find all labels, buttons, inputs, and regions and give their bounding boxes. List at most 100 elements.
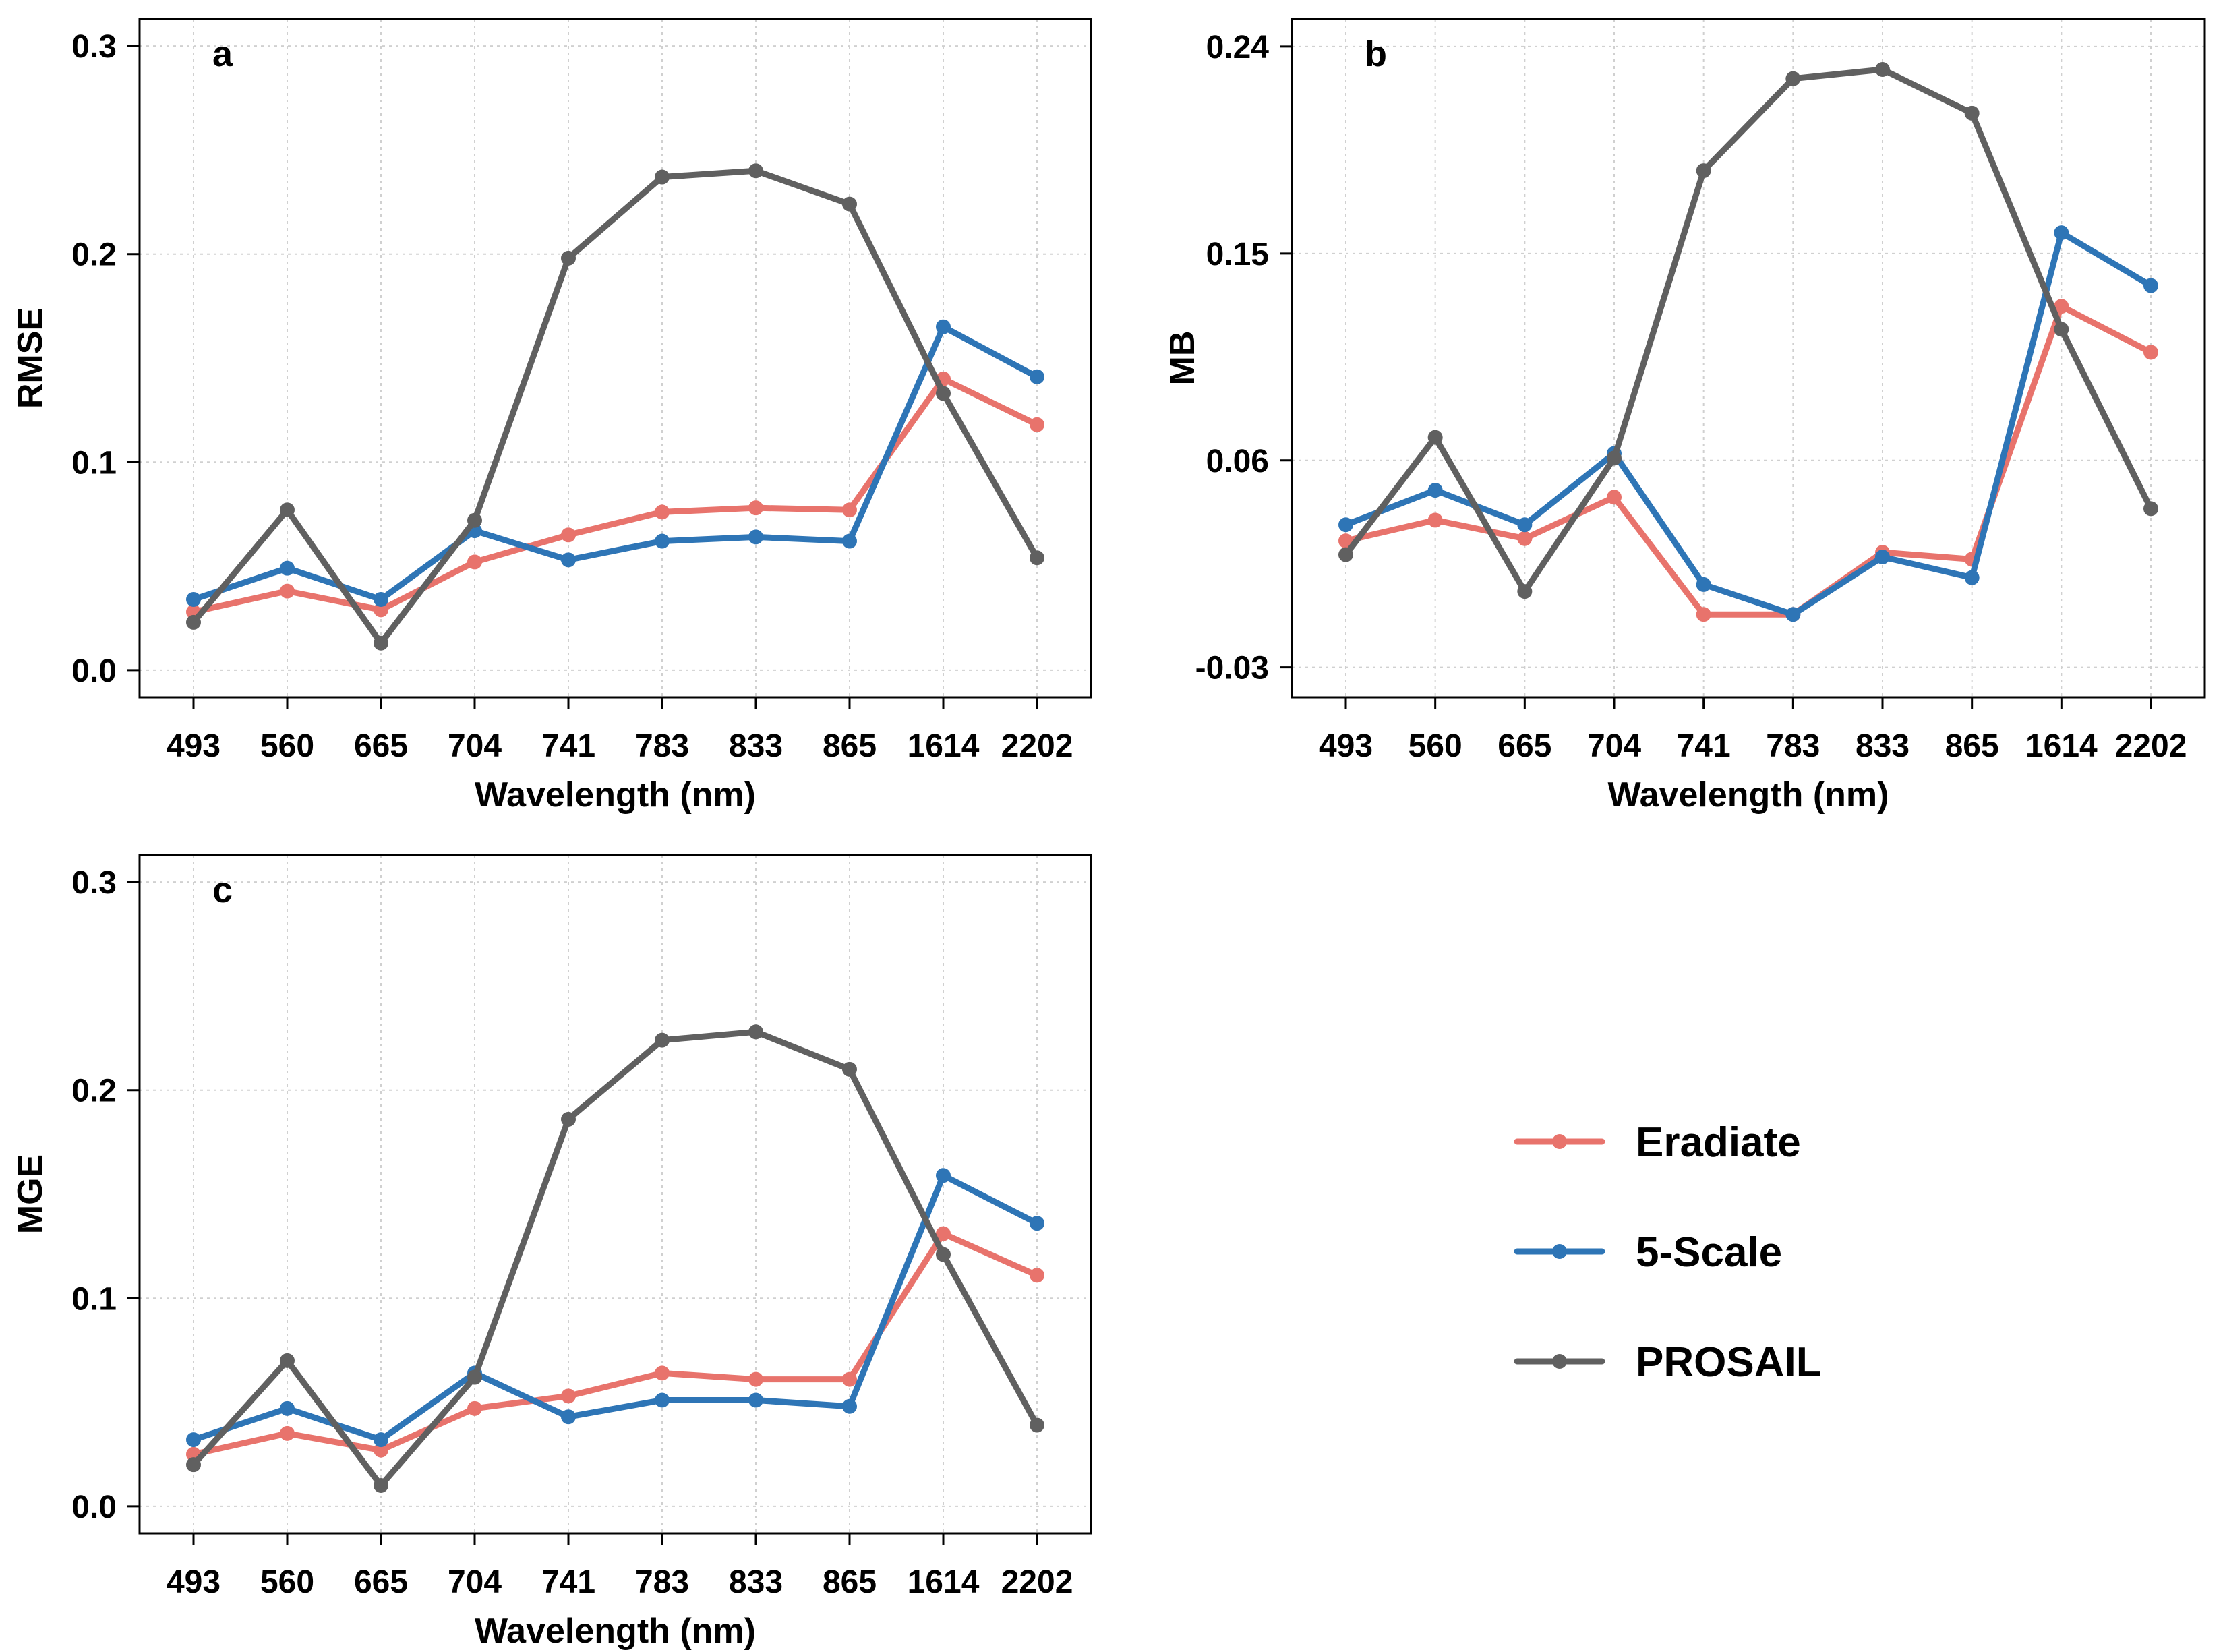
panel-c-point-5-scale — [842, 1398, 857, 1414]
panel-b-xtick-label: 1614 — [2025, 728, 2098, 764]
panel-c-xtick-label: 833 — [729, 1564, 783, 1600]
panel-a-point-5-scale — [748, 529, 763, 545]
panel-a-point-eradiate — [748, 500, 763, 516]
panel-a-ytick-label: 0.3 — [71, 29, 117, 65]
panel-a-xtick-label: 1614 — [908, 728, 980, 764]
panel-b-xtick-label: 560 — [1409, 728, 1462, 764]
panel-c-ylabel: MGE — [11, 1154, 50, 1234]
panel-a-point-eradiate — [374, 602, 388, 618]
panel-a-point-5-scale — [1030, 369, 1044, 384]
panel-a-frame — [138, 18, 1092, 699]
panel-b-point-5-scale — [1696, 577, 1711, 592]
panel-c-point-eradiate — [842, 1371, 857, 1387]
panel-b-point-eradiate — [1607, 490, 1622, 505]
panel-a-ylabel: RMSE — [11, 307, 50, 409]
panel-c-point-prosail — [1030, 1417, 1044, 1433]
panel-a-point-eradiate — [842, 502, 857, 518]
panel-b-ytick-label: -0.03 — [1195, 651, 1269, 686]
panel-b-point-5-scale — [1338, 517, 1353, 533]
panel-a-letter: a — [212, 34, 233, 74]
legend: Eradiate 5-Scale PROSAIL — [1514, 1119, 1822, 1386]
legend-marker-eradiate — [1552, 1134, 1567, 1149]
panel-a-xtick-label: 560 — [260, 728, 314, 764]
panel-c-xtick-label: 783 — [635, 1564, 689, 1600]
panel-c-point-prosail — [186, 1457, 201, 1473]
panel-a-point-prosail — [748, 163, 763, 179]
panel-c-point-prosail — [748, 1024, 763, 1040]
panel-b-point-5-scale — [1785, 607, 1801, 622]
panel-a-point-prosail — [467, 512, 482, 528]
panel-c-point-eradiate — [467, 1400, 482, 1416]
panel-a-point-5-scale — [655, 533, 670, 549]
panel-b-point-eradiate — [1338, 533, 1353, 549]
panel-a-point-prosail — [561, 250, 576, 266]
panel-b-point-prosail — [1696, 163, 1711, 179]
panel-b-point-5-scale — [1517, 517, 1533, 533]
panel-b-point-eradiate — [1427, 512, 1443, 528]
panel-b-point-prosail — [1964, 105, 1980, 121]
panel-a-point-eradiate — [1030, 417, 1044, 432]
panel-a-point-5-scale — [280, 560, 295, 576]
panel-c-point-prosail — [280, 1353, 295, 1368]
panel-c-xlabel: Wavelength (nm) — [475, 1612, 756, 1651]
panel-c-ytick-label: 0.2 — [71, 1073, 117, 1109]
panel-b-point-5-scale — [1875, 549, 1890, 564]
panel-c-letter: c — [212, 870, 233, 910]
legend-marker-prosail — [1552, 1354, 1567, 1369]
panel-b-line-5-scale — [1342, 229, 2154, 618]
panel-c-xtick-label: 560 — [260, 1564, 314, 1600]
panel-c-xtick-label: 704 — [448, 1564, 502, 1600]
panel-b-point-5-scale — [2143, 278, 2158, 293]
panel-a-xtick-label: 665 — [354, 728, 408, 764]
panel-c-xtick-label: 493 — [167, 1564, 220, 1600]
panel-c-point-5-scale — [655, 1392, 670, 1408]
panel-c-point-5-scale — [561, 1409, 576, 1425]
panel-b-xtick-label: 741 — [1677, 728, 1731, 764]
panel-b-ytick-label: 0.24 — [1206, 30, 1270, 65]
panel-a-xtick-label: 704 — [448, 728, 502, 764]
panel-a-point-prosail — [280, 502, 295, 518]
panel-b-point-eradiate — [1696, 607, 1711, 622]
panel-a-xlabel: Wavelength (nm) — [475, 775, 756, 815]
panel-c-mge: 493 560 665 704 741 783 833 865 1614 2202 0.0 0.1 0.… — [11, 854, 1092, 1651]
panel-b-point-eradiate — [2143, 345, 2158, 360]
panel-b-point-prosail — [1517, 584, 1533, 599]
panel-b-xtick-label: 833 — [1856, 728, 1909, 764]
legend-marker-5-scale — [1552, 1244, 1567, 1259]
panel-a-point-prosail — [655, 169, 670, 185]
panel-c-xtick-label: 865 — [823, 1564, 877, 1600]
panel-c-xtick-label: 1614 — [908, 1564, 980, 1600]
panel-b-point-5-scale — [1427, 483, 1443, 498]
panel-c-point-5-scale — [280, 1400, 295, 1416]
panel-b-xtick-label: 665 — [1498, 728, 1551, 764]
panel-a-point-prosail — [186, 614, 201, 630]
panel-a-point-5-scale — [186, 591, 201, 607]
panel-b-point-5-scale — [2054, 225, 2069, 241]
legend-label-5-scale: 5-Scale — [1636, 1229, 1782, 1276]
panel-a-point-eradiate — [655, 504, 670, 520]
panel-a-point-5-scale — [842, 533, 857, 549]
legend-label-prosail: PROSAIL — [1636, 1339, 1822, 1386]
panel-b-xlabel: Wavelength (nm) — [1608, 775, 1889, 815]
panel-a-xtick-label: 783 — [635, 728, 689, 764]
panel-a-point-5-scale — [561, 552, 576, 568]
panel-c-point-prosail — [936, 1247, 951, 1262]
panel-b-xtick-label: 783 — [1766, 728, 1820, 764]
panel-b-point-5-scale — [1964, 570, 1980, 585]
panel-b-point-prosail — [1427, 430, 1443, 445]
panel-c-xtick-label: 2202 — [1001, 1564, 1073, 1600]
panel-a-xtick-label: 493 — [167, 728, 220, 764]
legend-label-eradiate: Eradiate — [1636, 1119, 1801, 1166]
panel-c-point-5-scale — [748, 1392, 763, 1408]
panel-b-xtick-label: 865 — [1945, 728, 1999, 764]
panel-c-point-5-scale — [1030, 1216, 1044, 1231]
panel-a-point-prosail — [1030, 550, 1044, 566]
panel-b-point-prosail — [1875, 62, 1890, 78]
panel-c-frame — [138, 854, 1092, 1535]
panel-c-point-5-scale — [374, 1432, 388, 1448]
panel-c-point-eradiate — [280, 1425, 295, 1441]
panel-b-point-prosail — [2054, 322, 2069, 337]
panel-c-point-5-scale — [936, 1168, 951, 1183]
panel-c-point-eradiate — [655, 1365, 670, 1381]
